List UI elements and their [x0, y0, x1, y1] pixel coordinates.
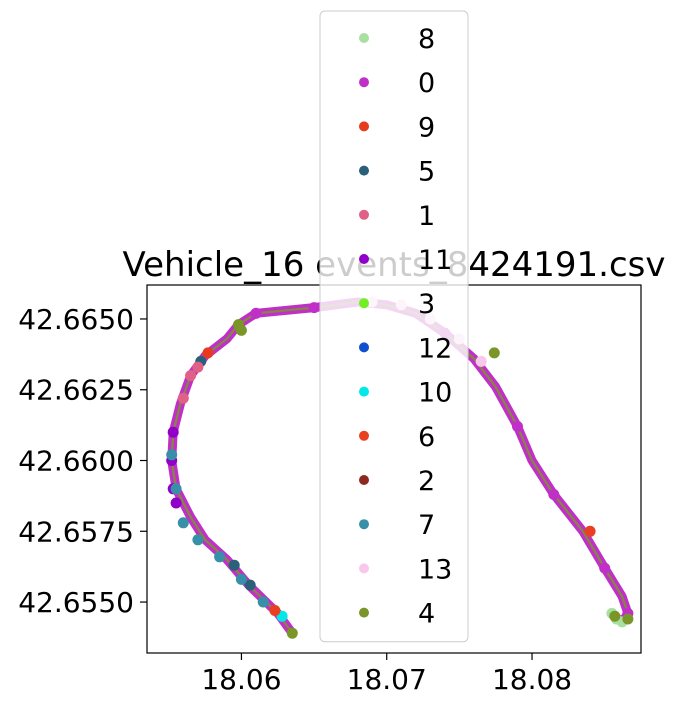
point-series-0-1 — [308, 302, 320, 314]
legend-marker-8 — [359, 33, 369, 43]
legend-marker-4 — [359, 607, 369, 618]
legend-label-4: 4 — [418, 599, 435, 630]
point-series-4-1 — [235, 324, 247, 336]
legend-label-7: 7 — [418, 510, 435, 541]
legend-marker-13 — [359, 563, 369, 574]
x-tick-label: 18.07 — [347, 663, 427, 696]
legend-marker-9 — [359, 121, 369, 132]
point-series-0-5 — [599, 562, 611, 574]
legend-marker-5 — [359, 165, 369, 176]
y-tick-label: 42.6625 — [18, 374, 134, 407]
x-tick-label: 18.08 — [492, 663, 572, 696]
point-series-0-3 — [512, 421, 523, 432]
legend-label-1: 1 — [418, 201, 435, 232]
point-series-11-0 — [167, 426, 179, 438]
legend-label-8: 8 — [418, 24, 435, 55]
point-series-7-6 — [257, 596, 269, 608]
point-series-7-5 — [235, 573, 247, 585]
point-series-9-0 — [202, 347, 214, 359]
legend-marker-10 — [359, 386, 369, 397]
legend-box — [319, 10, 469, 643]
y-tick-label: 42.6575 — [18, 515, 134, 548]
ticks-layer: 18.06 18.07 18.08 42.6550 42.6575 42.6600 42.6… — [18, 303, 572, 696]
legend-label-12: 12 — [418, 333, 452, 364]
point-series-13-4 — [475, 355, 487, 367]
point-series-4-5 — [286, 627, 298, 639]
legend-marker-11 — [359, 254, 369, 264]
legend-label-2: 2 — [418, 466, 435, 497]
point-series-1-2 — [192, 361, 204, 373]
point-series-4-2 — [488, 347, 500, 359]
point-series-0-4 — [548, 489, 560, 500]
point-series-7-4 — [214, 551, 226, 563]
legend-label-5: 5 — [418, 157, 435, 188]
point-series-7-3 — [192, 534, 204, 546]
y-tick-label: 42.6550 — [18, 586, 134, 619]
point-series-1-0 — [177, 392, 189, 404]
point-series-4-3 — [609, 610, 621, 622]
legend-label-6: 6 — [418, 422, 435, 453]
point-series-5-1 — [228, 559, 240, 571]
y-tick-label: 42.6650 — [18, 303, 134, 336]
point-series-11-3 — [170, 497, 182, 509]
point-series-0-0 — [250, 307, 262, 319]
x-tick-label: 18.06 — [201, 663, 281, 696]
point-series-6-1 — [269, 605, 281, 616]
legend-marker-12 — [359, 342, 369, 353]
legend-marker-3 — [359, 298, 369, 309]
point-series-5-2 — [244, 579, 256, 591]
legend-label-0: 0 — [418, 68, 435, 99]
legend-marker-6 — [359, 430, 369, 441]
point-series-7-2 — [177, 517, 189, 529]
point-series-6-0 — [584, 525, 596, 537]
point-series-4-4 — [622, 613, 634, 625]
legend-marker-7 — [359, 519, 369, 530]
legend-marker-1 — [359, 209, 369, 220]
point-series-1-1 — [185, 370, 197, 382]
point-series-7-1 — [170, 483, 182, 495]
legend-label-3: 3 — [418, 289, 435, 320]
legend-label-10: 10 — [418, 378, 452, 409]
legend-label-9: 9 — [418, 112, 435, 143]
legend-marker-2 — [359, 475, 369, 485]
y-tick-label: 42.6600 — [18, 445, 134, 478]
legend-label-13: 13 — [418, 554, 452, 585]
legend-marker-0 — [359, 77, 369, 88]
legend-label-11: 11 — [418, 245, 452, 276]
point-series-7-0 — [166, 449, 178, 461]
